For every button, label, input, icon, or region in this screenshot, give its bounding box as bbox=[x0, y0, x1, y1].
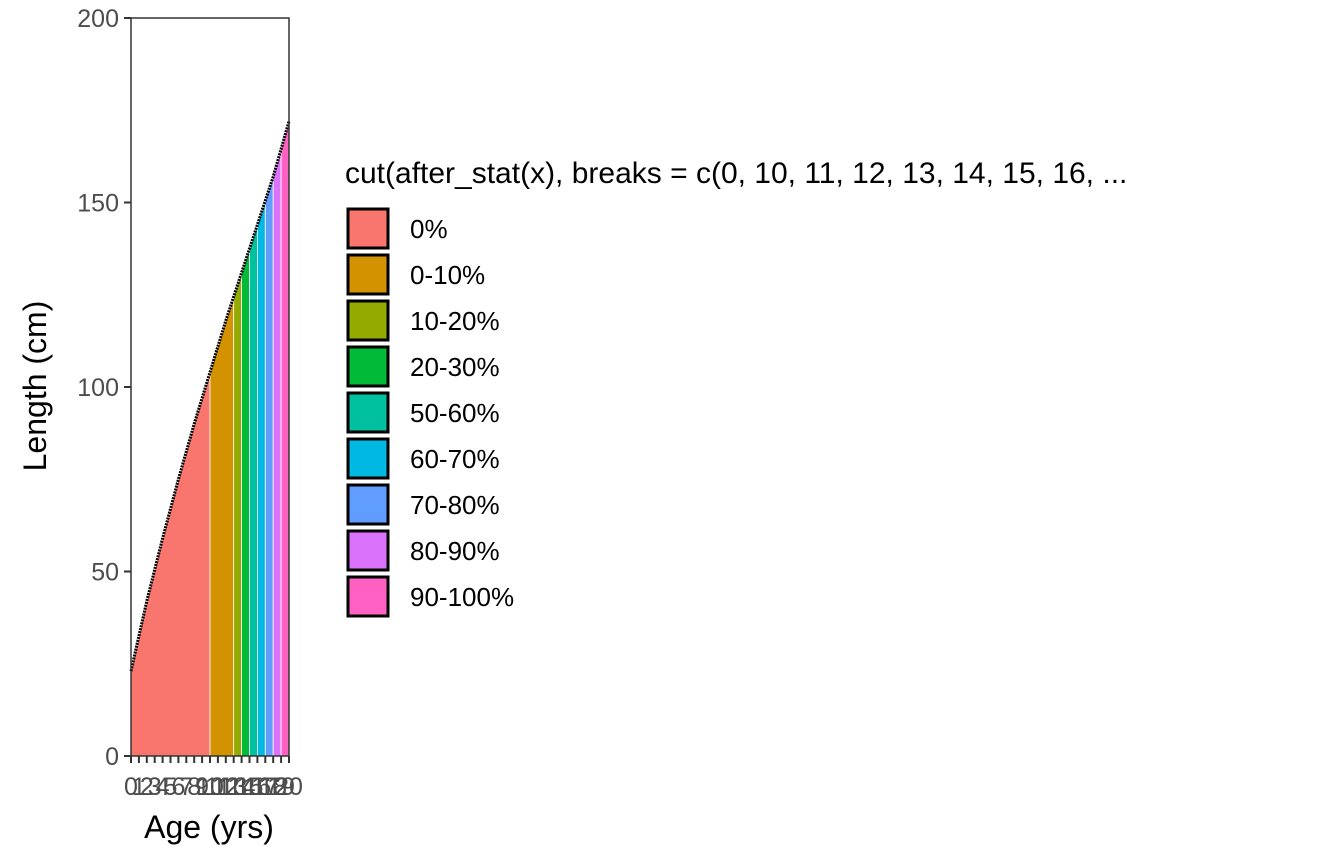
x-tick-label-5: 5 bbox=[164, 773, 178, 801]
x-tick-label-9: 9 bbox=[195, 773, 209, 801]
y-tick-label-1: 50 bbox=[91, 559, 119, 587]
legend-key-6 bbox=[346, 483, 390, 526]
x-tick-label-13: 13 bbox=[220, 773, 248, 801]
y-tick-label-3: 150 bbox=[77, 190, 119, 218]
legend-label-4: 50-60% bbox=[410, 398, 500, 428]
axes: 0501001502000123456789101112131415161718… bbox=[77, 5, 303, 801]
legend: cut(after_stat(x), breaks = c(0, 10, 11,… bbox=[345, 157, 1127, 618]
legend-key-3 bbox=[346, 345, 390, 388]
legend-label-2: 10-20% bbox=[410, 306, 500, 336]
legend-key-4 bbox=[346, 391, 390, 434]
area-band-7 bbox=[272, 148, 282, 757]
x-tick-label-3: 3 bbox=[148, 773, 162, 801]
area-band-8 bbox=[280, 121, 290, 757]
x-tick-label-14: 14 bbox=[228, 773, 256, 801]
x-tick-label-7: 7 bbox=[179, 773, 193, 801]
area-band-6 bbox=[264, 176, 274, 757]
area-band-4 bbox=[249, 224, 258, 757]
legend-key-1 bbox=[346, 253, 390, 296]
legend-label-6: 70-80% bbox=[410, 490, 500, 520]
legend-key-8 bbox=[346, 575, 390, 618]
legend-key-7 bbox=[346, 529, 390, 572]
legend-label-8: 90-100% bbox=[410, 582, 514, 612]
area-band-2 bbox=[233, 272, 242, 757]
area-band-5 bbox=[257, 200, 266, 757]
y-tick-label-2: 100 bbox=[77, 374, 119, 402]
x-tick-label-10: 10 bbox=[196, 773, 224, 801]
x-tick-label-1: 1 bbox=[132, 773, 146, 801]
x-tick-label-0: 0 bbox=[124, 773, 138, 801]
x-axis-title: Age (yrs) bbox=[144, 809, 274, 845]
area-band-3 bbox=[241, 248, 250, 757]
x-tick-label-12: 12 bbox=[212, 773, 240, 801]
legend-label-3: 20-30% bbox=[410, 352, 500, 382]
legend-label-7: 80-90% bbox=[410, 536, 500, 566]
x-tick-label-16: 16 bbox=[243, 773, 271, 801]
area-band-0 bbox=[130, 372, 211, 757]
x-tick-label-8: 8 bbox=[187, 773, 201, 801]
plot-area bbox=[129, 120, 291, 757]
x-tick-label-4: 4 bbox=[156, 773, 170, 801]
x-tick-label-18: 18 bbox=[259, 773, 287, 801]
y-tick-label-4: 200 bbox=[77, 5, 119, 33]
x-tick-label-15: 15 bbox=[236, 773, 264, 801]
legend-title: cut(after_stat(x), breaks = c(0, 10, 11,… bbox=[345, 157, 1127, 190]
x-tick-label-19: 19 bbox=[267, 773, 295, 801]
x-tick-label-20: 20 bbox=[275, 773, 303, 801]
legend-label-1: 0-10% bbox=[410, 260, 485, 290]
outline-curve bbox=[129, 120, 291, 672]
x-tick-label-2: 2 bbox=[140, 773, 154, 801]
x-tick-label-17: 17 bbox=[251, 773, 279, 801]
y-tick-label-0: 0 bbox=[105, 743, 119, 771]
legend-label-0: 0% bbox=[410, 214, 448, 244]
x-tick-label-6: 6 bbox=[171, 773, 185, 801]
legend-key-5 bbox=[346, 437, 390, 480]
x-tick-label-11: 11 bbox=[205, 773, 231, 801]
legend-key-2 bbox=[346, 299, 390, 342]
legend-key-0 bbox=[346, 207, 390, 250]
legend-label-5: 60-70% bbox=[410, 444, 500, 474]
y-axis-title: Length (cm) bbox=[17, 301, 53, 472]
